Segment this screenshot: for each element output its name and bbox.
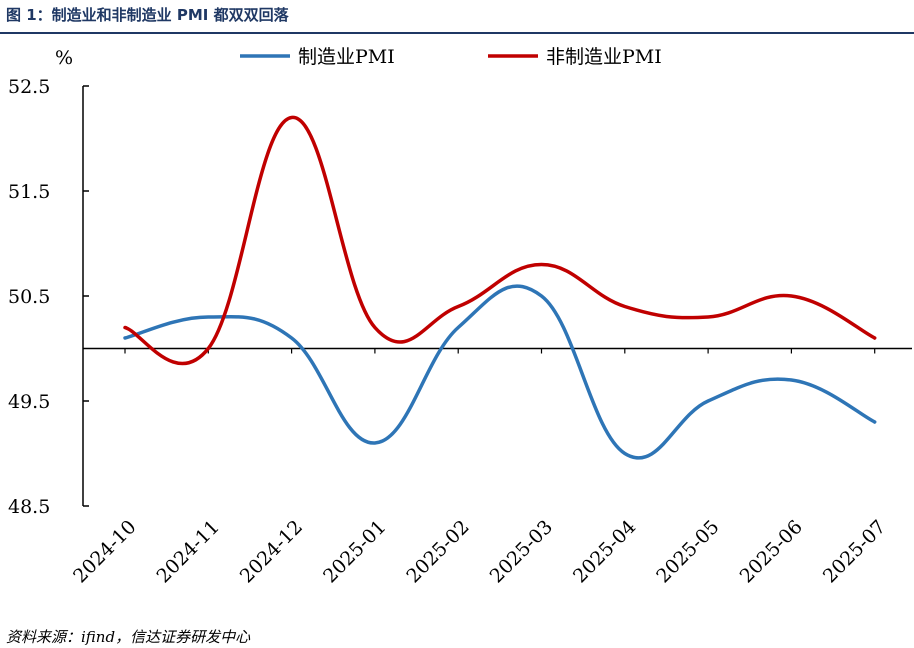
x-tick-label: 2025-07: [819, 516, 890, 587]
x-tick-label: 2024-12: [236, 516, 307, 587]
x-tick-label: 2025-04: [569, 516, 640, 587]
series-line-non-manufacturing: [123, 115, 877, 366]
x-tick-label: 2024-10: [69, 516, 140, 587]
x-tick-label: 2025-01: [319, 516, 390, 587]
y-tick-label: 52.5: [8, 76, 50, 98]
y-tick-label: 48.5: [8, 496, 50, 518]
x-tick-label: 2025-05: [652, 516, 723, 587]
y-tick-label: 49.5: [8, 391, 50, 413]
legend: 制造业PMI 非制造业PMI: [240, 46, 662, 68]
x-tick-label: 2025-02: [402, 516, 473, 587]
y-unit-label: %: [55, 47, 73, 69]
x-tick-label: 2025-03: [486, 516, 557, 587]
x-tick-label: 2024-11: [152, 516, 223, 587]
figure-title: 图 1：制造业和非制造业 PMI 都双双回落: [6, 6, 289, 24]
series-layer: [123, 115, 877, 460]
title-divider: [0, 32, 914, 34]
series-line-manufacturing: [123, 284, 877, 460]
x-tick-label: 2025-06: [736, 516, 807, 587]
legend-label: 制造业PMI: [298, 46, 395, 68]
y-tick-label: 50.5: [8, 286, 50, 308]
y-tick-label: 51.5: [8, 181, 50, 203]
source-note: 资料来源：ifind，信达证券研发中心: [6, 628, 251, 646]
legend-label: 非制造业PMI: [546, 46, 662, 68]
